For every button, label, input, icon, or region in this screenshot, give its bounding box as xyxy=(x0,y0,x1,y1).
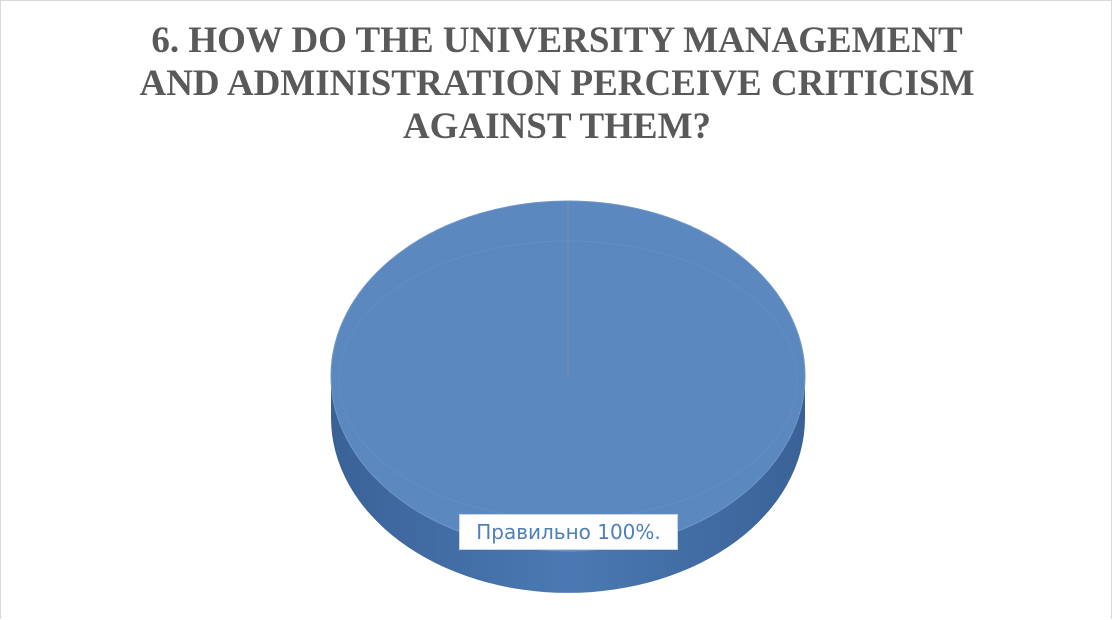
chart-title-line-3: AGAINST THEM? xyxy=(402,106,712,147)
chart-title-line-1: 6. HOW DO THE UNIVERSITY MANAGEMENT xyxy=(151,20,963,61)
chart-title-line-2: AND ADMINISTRATION PERCEIVE CRITICISM xyxy=(139,63,975,104)
slice-data-label: Правильно 100%. xyxy=(459,514,678,550)
chart-title: 6. HOW DO THE UNIVERSITY MANAGEMENT AND … xyxy=(1,19,1112,148)
pie-slice-side-0 xyxy=(331,376,805,593)
